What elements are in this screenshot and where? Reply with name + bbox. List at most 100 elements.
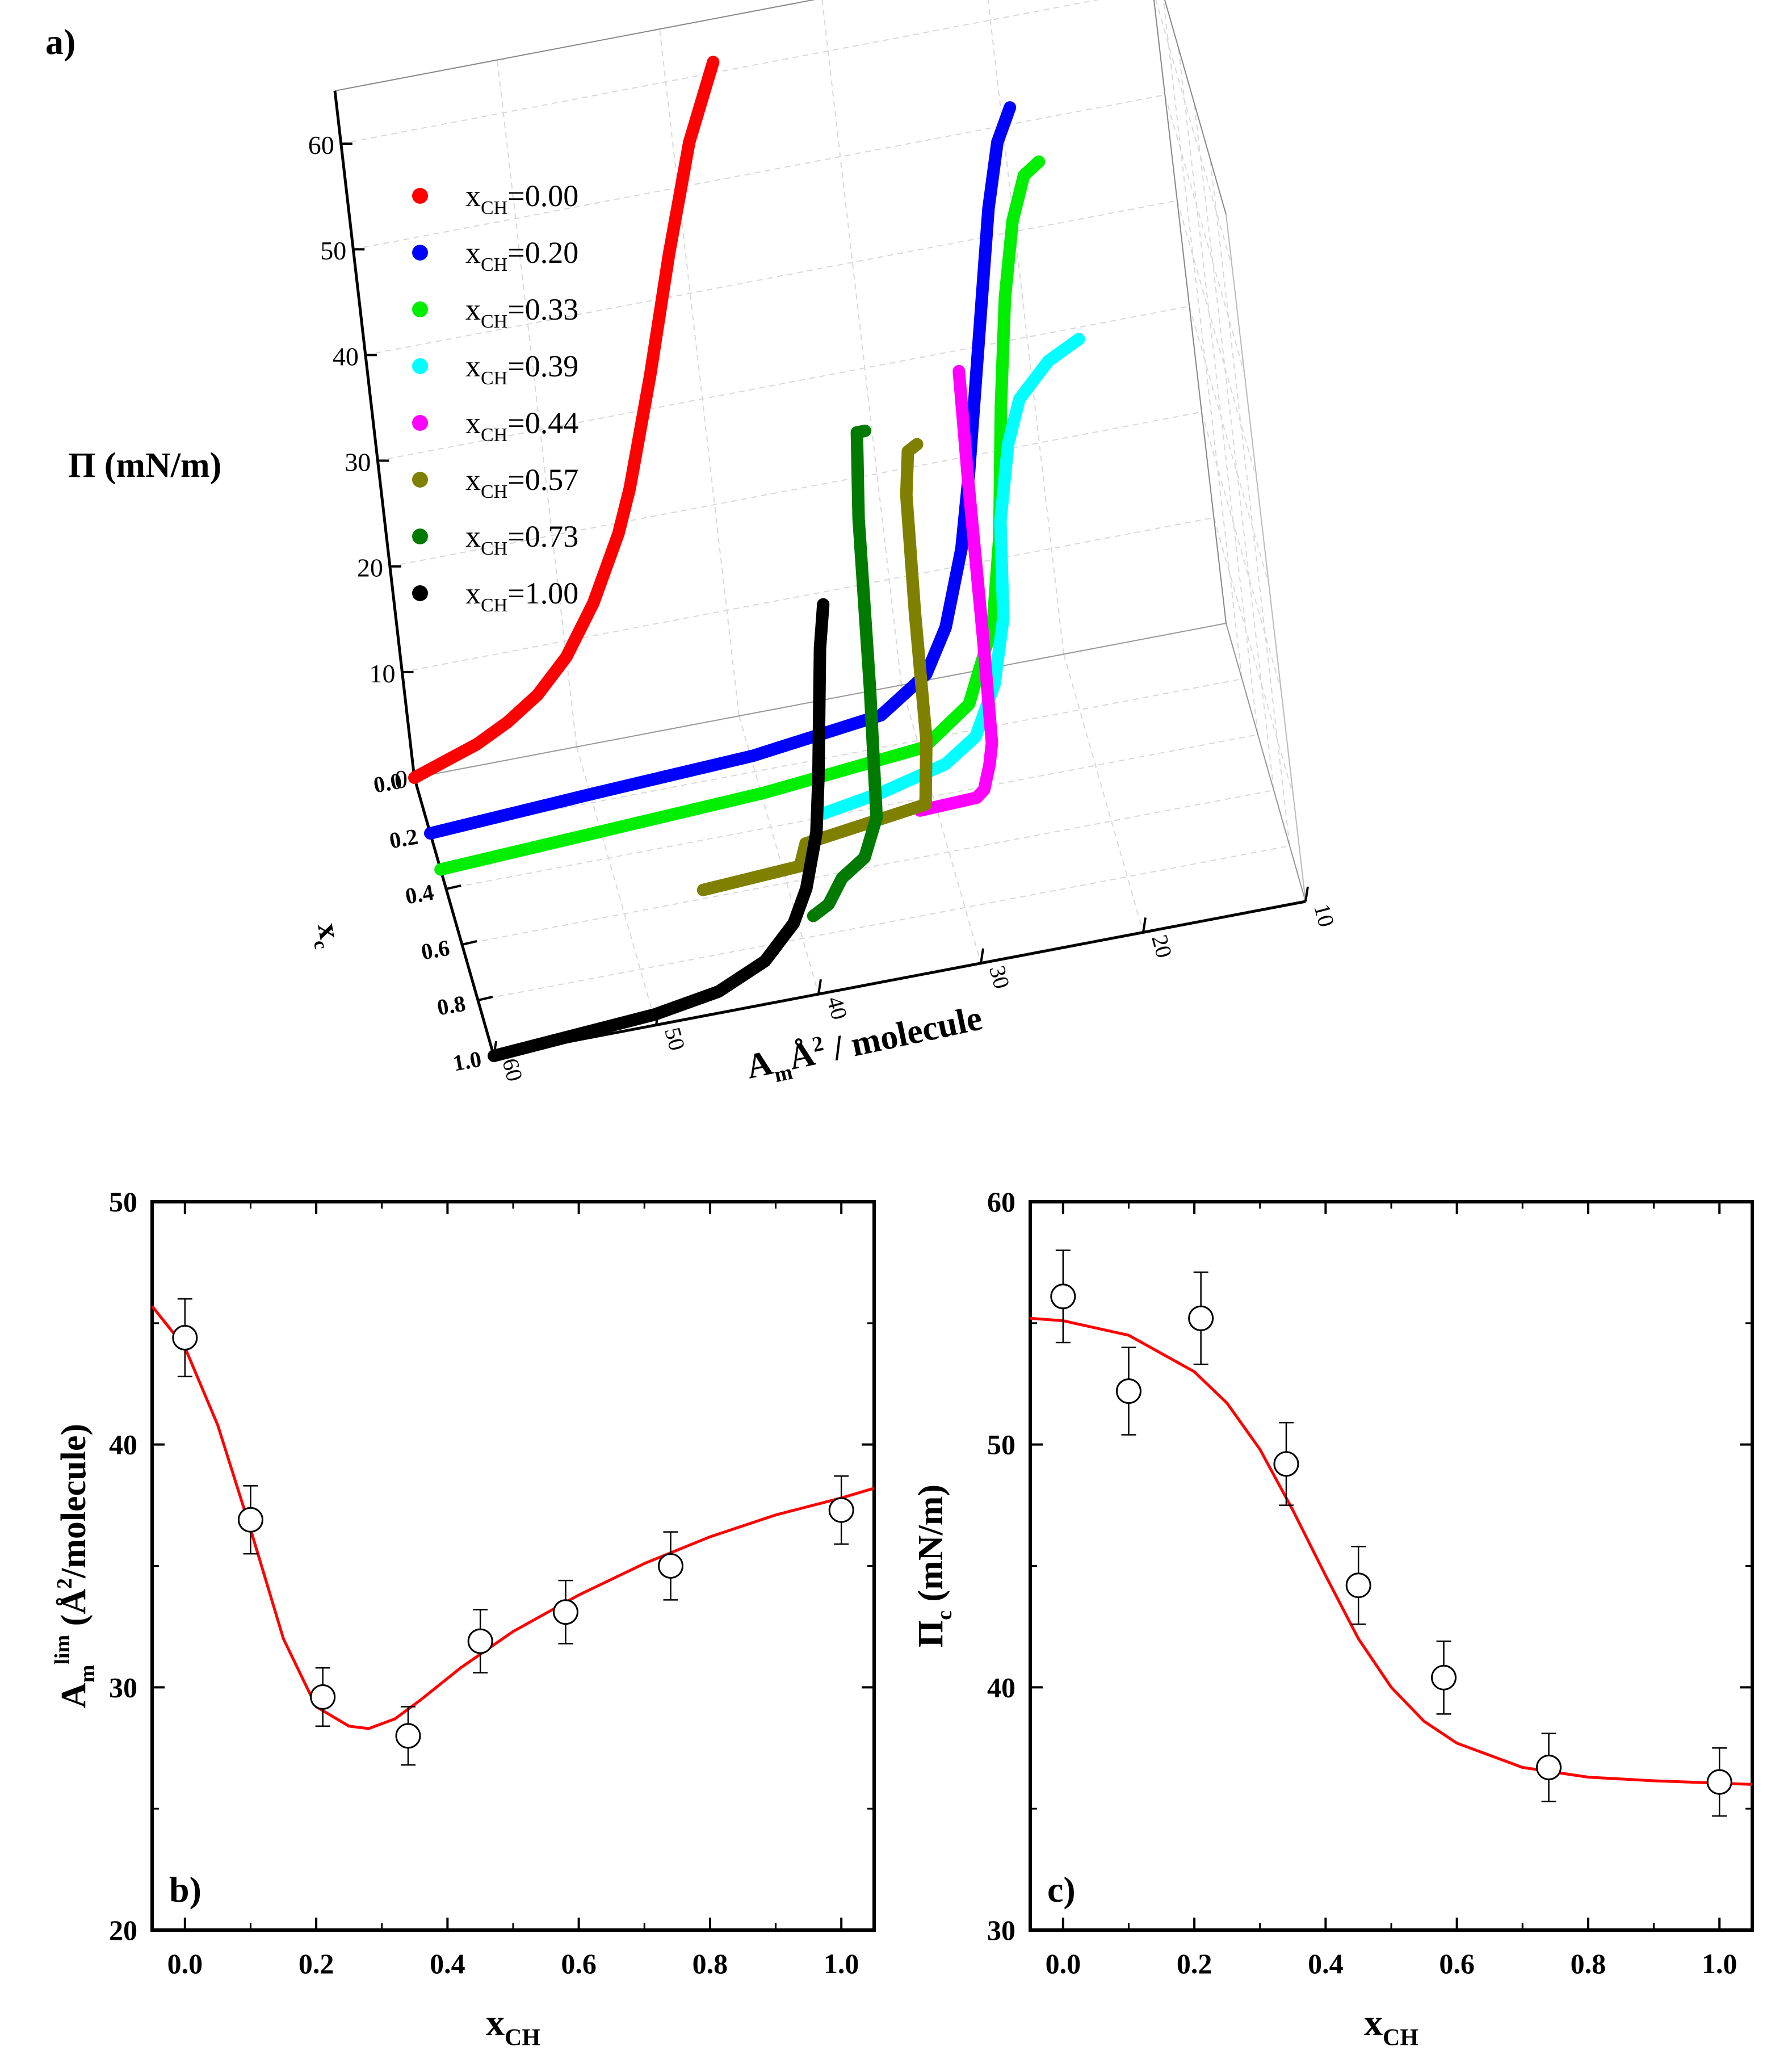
- z-tick-label: 30: [345, 448, 371, 477]
- panel-b-chart: 0.0 0.2 0.4 0.6 0.8 1.0 20 30 40 50 b) xCH Amlim (Å2…: [51, 1186, 876, 2051]
- legend-label-main: x: [465, 463, 481, 497]
- grid-line: [1164, 94, 1245, 374]
- grid-line: [377, 305, 1190, 462]
- series-curve-7: [488, 598, 830, 1062]
- x-axis-line: [493, 900, 1306, 1058]
- data-point: [1706, 1769, 1732, 1795]
- y-tick: [477, 996, 493, 1001]
- x-tick-label: 1.0: [1702, 1948, 1738, 1979]
- legend-label-sub: CH: [481, 538, 507, 559]
- y-tick-label: 1.0: [451, 1046, 484, 1076]
- data-point: [828, 1497, 854, 1523]
- z-tick-label: 10: [369, 659, 395, 688]
- y-axis-title-sup: lim: [51, 1635, 74, 1665]
- series-curve-6: [807, 425, 883, 922]
- legend-label-tail: =0.00: [507, 179, 578, 213]
- legend-label-sub: CH: [481, 425, 507, 446]
- series-curve-4: [914, 364, 998, 817]
- legend-label-sub: CH: [481, 311, 507, 332]
- legend-label-4: xCH=0.44: [465, 406, 578, 446]
- z-axis-line: [333, 90, 416, 778]
- data-point: [1273, 1451, 1299, 1477]
- legend-marker-1: [412, 245, 428, 261]
- z-axis-title: Π (mN/m): [68, 446, 221, 485]
- data-point: [1536, 1754, 1562, 1780]
- x-tick-label: 50: [660, 1025, 690, 1053]
- legend-label-main: x: [465, 179, 481, 213]
- legend-label-2: xCH=0.33: [465, 292, 578, 332]
- legend-marker-4: [412, 415, 428, 431]
- legend-label-sub: CH: [481, 595, 507, 616]
- y-axis-title-sub: m: [75, 1665, 99, 1683]
- grid-line: [1213, 517, 1294, 796]
- y-tick-label: 60: [987, 1186, 1015, 1218]
- box-edge: [334, 0, 816, 91]
- y-tick-label: 20: [109, 1914, 137, 1946]
- y-tick-label: 40: [109, 1429, 137, 1461]
- x-tick-label: 0.2: [1177, 1948, 1212, 1979]
- legend-label-3: xCH=0.39: [465, 349, 578, 389]
- x-axis-title: AmÅ2 / molecule: [743, 998, 987, 1092]
- y-axis-title: Πc (mN/m): [912, 1484, 956, 1647]
- y-tick: [461, 940, 477, 946]
- panel-label-a: a): [45, 22, 75, 62]
- grid-line: [1153, 0, 1227, 624]
- x-tick-label: 0.4: [430, 1948, 465, 1979]
- y-axis-title-sup2: 2: [53, 1578, 77, 1589]
- legend-label-1: xCH=0.20: [465, 236, 578, 275]
- grid-line: [821, 0, 902, 685]
- grid-line: [446, 734, 1258, 890]
- y-axis-title: xc: [307, 921, 349, 951]
- panel-c-chart: 0.0 0.2 0.4 0.6 0.8 1.0 30 40 50 60 c) xCH Πc (mN/m): [912, 1186, 1754, 2051]
- grid-line: [389, 411, 1202, 567]
- fit-curve: [1030, 1316, 1753, 1786]
- grid-line: [901, 685, 981, 964]
- legend-label-sub: CH: [481, 254, 507, 275]
- grid-line: [1063, 654, 1144, 933]
- grid-line: [1153, 0, 1227, 624]
- legend-label-tail: =1.00: [507, 576, 578, 610]
- data-point: [310, 1684, 336, 1710]
- grid-line: [341, 0, 1099, 145]
- legend-label-tail: =0.57: [507, 463, 578, 497]
- y-axis-title-tail: /molecule): [54, 1424, 93, 1579]
- legend-label-tail: =0.20: [507, 236, 578, 270]
- legend-label-main: x: [465, 406, 481, 440]
- y-axis-title-sub: c: [933, 1610, 956, 1620]
- z-tick-label: 40: [333, 342, 359, 371]
- y-axis-title-main: A: [54, 1683, 93, 1708]
- panel-label: b): [169, 1869, 202, 1910]
- grid-line: [430, 678, 1243, 834]
- y-tick-label: 50: [987, 1429, 1015, 1461]
- plot-frame: [1029, 1200, 1754, 1932]
- grid-line: [1178, 47, 1258, 735]
- legend-label-tail: =0.73: [507, 519, 578, 553]
- y-axis-title-unit: (Å: [54, 1589, 93, 1635]
- x-tick-label: 0.8: [693, 1948, 728, 1979]
- data-point: [395, 1723, 421, 1749]
- y-tick-label: 30: [987, 1914, 1015, 1946]
- grid-line: [365, 200, 1178, 356]
- legend-label-sub: CH: [481, 481, 507, 502]
- grid-line: [1194, 103, 1274, 791]
- legend-marker-7: [412, 585, 428, 601]
- legend-marker-5: [412, 472, 428, 488]
- series-curve-5: [696, 438, 933, 896]
- x-tick-label: 1.0: [824, 1948, 859, 1979]
- x-tick-label: 0.2: [299, 1948, 334, 1979]
- grid-line: [402, 517, 1214, 673]
- legend-label-tail: =0.44: [507, 406, 578, 440]
- legend-marker-6: [412, 529, 428, 544]
- box-edge: [1226, 214, 1306, 902]
- grid-line: [659, 29, 740, 716]
- box-edge: [1164, 0, 1227, 215]
- y-tick-label: 30: [109, 1671, 137, 1703]
- legend-label-main: x: [465, 292, 481, 326]
- x-tick-label: 10: [1309, 901, 1340, 929]
- y-tick-label: 0.6: [419, 935, 452, 965]
- grid-line: [1163, 0, 1243, 680]
- grid-line: [576, 746, 657, 1025]
- x-axis-title-main: x: [1364, 2002, 1383, 2044]
